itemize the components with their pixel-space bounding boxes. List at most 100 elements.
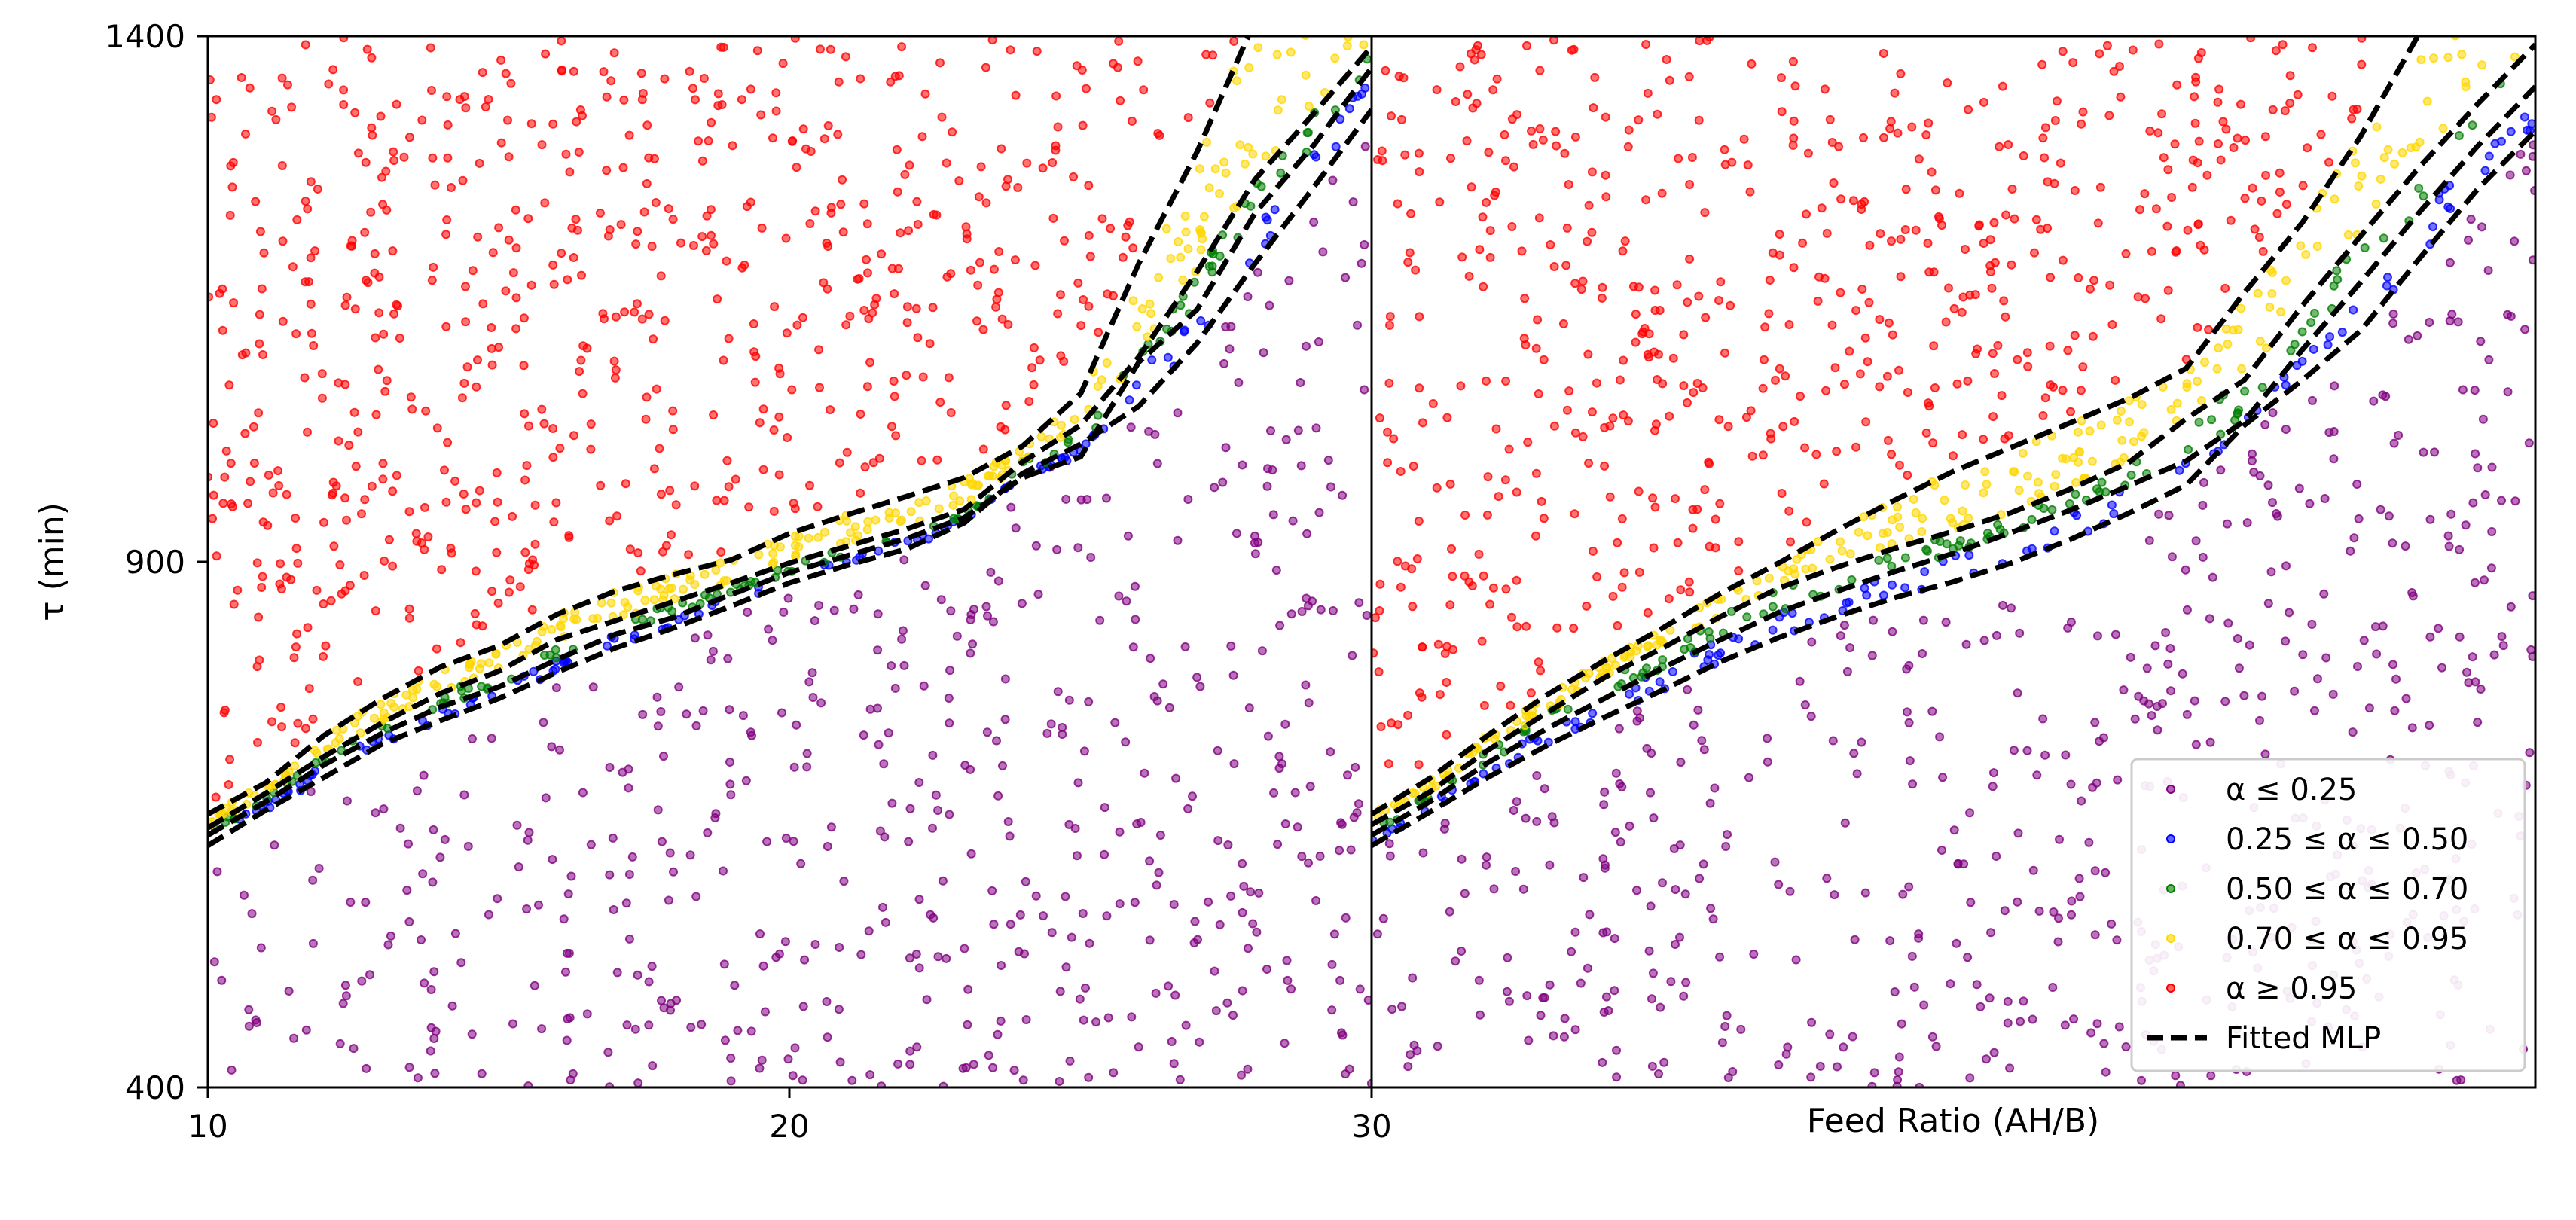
scatter-point (2151, 204, 2161, 214)
scatter-point (1474, 549, 1484, 559)
scatter-point (703, 828, 713, 837)
scatter-point (1940, 496, 1949, 505)
scatter-point (1687, 153, 1697, 162)
scatter-point (388, 246, 398, 256)
scatter-point (706, 205, 716, 215)
scatter-point (1588, 546, 1598, 556)
scatter-point (868, 458, 878, 468)
scatter-point (698, 706, 708, 715)
scatter-point (1803, 148, 1813, 158)
scatter-point (1966, 898, 1976, 907)
scatter-point (945, 810, 954, 819)
scatter-point (1683, 685, 1692, 694)
scatter-point (1052, 544, 1062, 554)
scatter-point (2360, 243, 2370, 252)
legend-label: 0.50 ≤ α ≤ 0.70 (2226, 872, 2468, 907)
scatter-point (218, 325, 227, 335)
scatter-point (345, 581, 355, 590)
scatter-point (215, 288, 224, 298)
scatter-point (1532, 771, 1542, 780)
scatter-point (367, 481, 377, 491)
scatter-point (649, 595, 659, 605)
scatter-point (1538, 135, 1548, 145)
scatter-point (2510, 496, 2520, 506)
scatter-point (1676, 585, 1686, 595)
scatter-point (1882, 371, 1892, 381)
scatter-point (1507, 222, 1517, 231)
scatter-point (1518, 884, 1528, 894)
scatter-point (1330, 53, 1340, 63)
scatter-point (244, 1021, 254, 1031)
scatter-point (335, 1039, 345, 1048)
scatter-point (1988, 349, 1998, 358)
scatter-point (1162, 324, 1172, 334)
scatter-point (2353, 662, 2362, 671)
scatter-point (1894, 1052, 1904, 1062)
scatter-point (720, 1035, 730, 1045)
scatter-point (359, 571, 369, 580)
scatter-point (288, 262, 298, 272)
scatter-point (1479, 571, 1488, 581)
scatter-point (369, 713, 379, 723)
scatter-point (1848, 196, 1858, 206)
scatter-point (1488, 583, 1498, 593)
scatter-point (627, 852, 637, 862)
scatter-point (1943, 78, 1952, 88)
scatter-point (1808, 563, 1818, 573)
scatter-point (816, 44, 825, 54)
scatter-point (649, 334, 658, 344)
scatter-point (572, 117, 581, 127)
scatter-point (1946, 979, 1955, 989)
scatter-point (1479, 282, 1488, 291)
scatter-point (2144, 535, 2154, 545)
scatter-point (619, 95, 629, 105)
scatter-point (342, 796, 352, 806)
scatter-point (975, 258, 984, 267)
scatter-point (966, 849, 976, 859)
scatter-point (511, 293, 521, 303)
scatter-point (598, 309, 608, 319)
scatter-point (308, 875, 318, 885)
scatter-point (1972, 980, 1982, 990)
scatter-point (412, 786, 422, 796)
scatter-point (1905, 756, 1915, 766)
scatter-point (440, 465, 449, 475)
scatter-point (459, 378, 469, 388)
scatter-point (755, 418, 765, 428)
scatter-point (2114, 1022, 2124, 1032)
scatter-point (605, 225, 615, 234)
scatter-point (744, 502, 754, 512)
scatter-point (2382, 281, 2391, 291)
scatter-point (2070, 331, 2080, 340)
scatter-point (1103, 1013, 1113, 1023)
scatter-point (588, 614, 598, 624)
scatter-point (1447, 544, 1456, 554)
scatter-point (1587, 167, 1597, 177)
scatter-point (402, 886, 412, 895)
scatter-point (1100, 849, 1109, 859)
scatter-point (1072, 851, 1082, 861)
scatter-point (1311, 896, 1321, 905)
scatter-point (1815, 1061, 1825, 1071)
scatter-point (1658, 878, 1667, 888)
scatter-point (384, 535, 394, 544)
scatter-point (1802, 517, 1811, 527)
scatter-point (317, 393, 327, 403)
scatter-point (755, 1063, 765, 1073)
scatter-point (2163, 285, 2173, 295)
scatter-point (2329, 454, 2339, 464)
scatter-point (524, 828, 534, 837)
legend-marker-red (2166, 984, 2175, 993)
scatter-point (1229, 36, 1239, 46)
scatter-point (2401, 694, 2411, 703)
scatter-point (1173, 535, 1183, 545)
scatter-point (1507, 612, 1516, 622)
scatter-point (2130, 714, 2140, 724)
scatter-point (1901, 185, 1911, 194)
scatter-point (392, 99, 401, 109)
scatter-point (1552, 141, 1561, 151)
scatter-point (688, 84, 697, 93)
scatter-point (2101, 487, 2111, 497)
scatter-point (447, 1001, 457, 1011)
scatter-point (863, 517, 873, 526)
